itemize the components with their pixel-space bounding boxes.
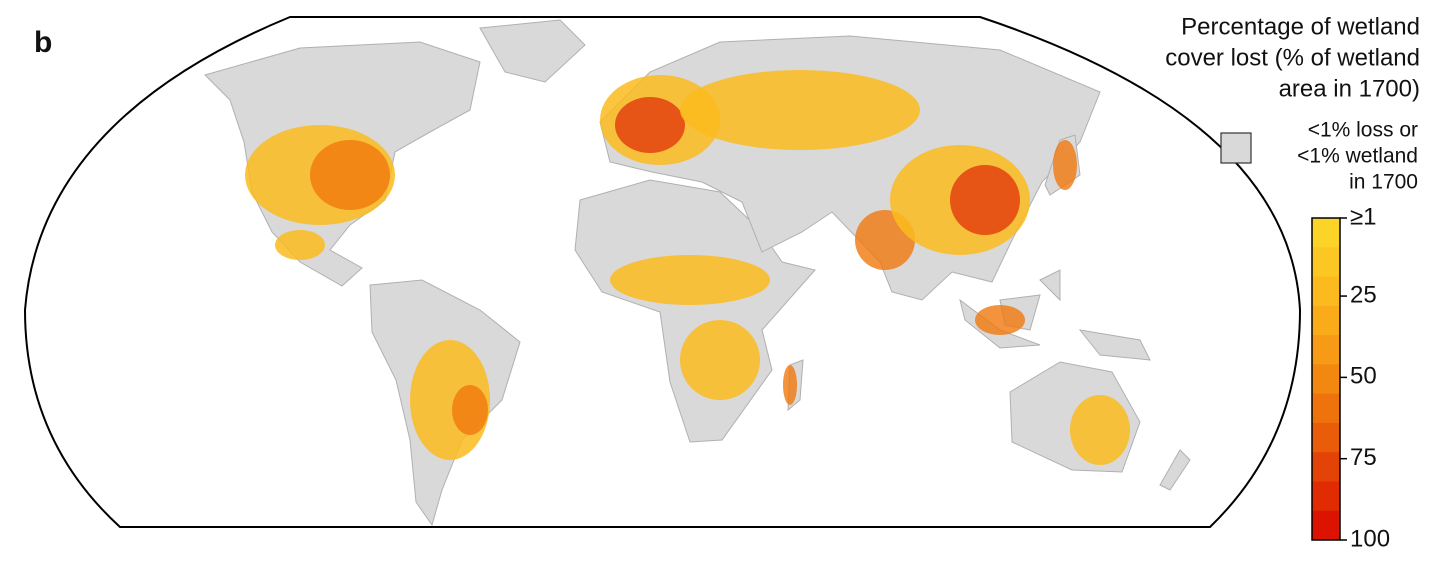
no-data-label: <1% loss or <box>1308 119 1418 142</box>
colorbar-step <box>1312 276 1340 307</box>
colorbar-tick-label: 75 <box>1350 444 1377 471</box>
colorbar-step <box>1312 510 1340 541</box>
colorbar-step <box>1312 218 1340 248</box>
colorbar-tick-label: 50 <box>1350 363 1377 390</box>
loss-areas <box>245 70 1130 465</box>
no-data-swatch <box>1220 132 1252 164</box>
colorbar-step <box>1312 481 1340 512</box>
new-guinea <box>1078 329 1151 361</box>
colorbar-tick-label: 100 <box>1350 525 1390 552</box>
no-data-label: in 1700 <box>1349 171 1418 194</box>
world-map <box>23 16 1302 528</box>
new-zealand <box>1159 449 1191 491</box>
greenland <box>479 19 586 83</box>
colorbar-step <box>1312 335 1340 365</box>
colorbar-step <box>1312 422 1340 453</box>
colorbar-tick-label: 25 <box>1350 281 1377 308</box>
colorbar-step <box>1312 452 1340 482</box>
no-data-label: <1% wetland <box>1297 145 1418 168</box>
colorbar-step <box>1312 393 1340 424</box>
panel-label: b <box>34 26 52 59</box>
legend-title: cover lost (% of wetland <box>1165 44 1420 71</box>
colorbar-frame <box>1311 217 1341 541</box>
colorbar-step <box>1312 305 1340 336</box>
colorbar-step <box>1312 247 1340 278</box>
colorbar-step <box>1312 364 1340 395</box>
legend-title: area in 1700) <box>1279 75 1420 102</box>
legend-title: Percentage of wetland <box>1181 13 1420 40</box>
colorbar-tick-label: ≥1 <box>1350 203 1377 230</box>
legend: Percentage of wetland cover lost (% of we… <box>1165 13 1420 552</box>
